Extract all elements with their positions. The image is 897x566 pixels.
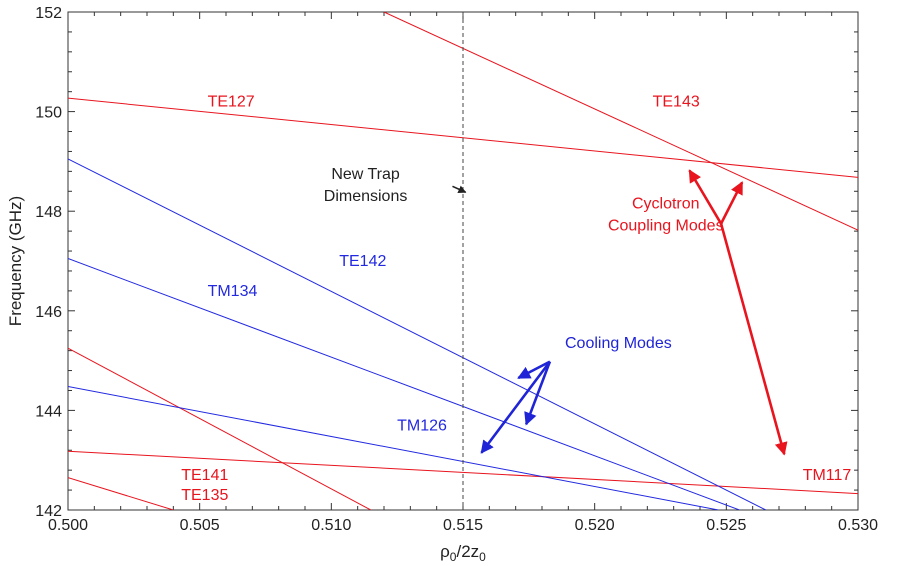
y-axis-title: Frequency (GHz): [6, 196, 25, 326]
annotation-new-trap-arrow-1: [452, 185, 467, 194]
y-tick-label: 148: [35, 204, 62, 221]
series-lines: [68, 12, 858, 510]
series-line-te143: [383, 12, 858, 231]
series-label-te143: TE143: [653, 94, 700, 111]
axis-tick-labels: 0.500 0.505 0.510 0.515 0.520 0.525 0.530 142 14…: [35, 5, 878, 534]
annotation-cooling-text: Cooling Modes: [565, 335, 672, 352]
y-tick-label: 152: [35, 5, 62, 22]
series-line-te142: [68, 158, 767, 510]
series-line-tm134: [68, 258, 740, 510]
annotations: New Trap Dimensions Cyclotron Coupling Mode…: [324, 166, 788, 456]
annotation-cyclotron-line: Coupling Modes: [608, 218, 724, 235]
annotation-new-trap-text: New Trap Dimensions: [324, 166, 408, 205]
annotation-new-trap-line: Dimensions: [324, 188, 408, 205]
series-label-te135: TE135: [181, 487, 228, 504]
series-label-te142: TE142: [339, 253, 386, 270]
annotation-cooling-line: Cooling Modes: [565, 335, 672, 352]
annotation-cooling: Cooling Modes: [480, 335, 672, 454]
annotation-new-trap: New Trap Dimensions: [324, 166, 467, 205]
annotation-cyclotron-arrow-2: [719, 181, 744, 225]
x-axis-title-sub2: 0: [479, 550, 486, 564]
annotation-cyclotron-text: Cyclotron Coupling Modes: [608, 196, 724, 235]
x-tick-label: 0.525: [706, 517, 746, 534]
series-line-te127: [68, 97, 858, 178]
series-line-te141: [68, 347, 372, 510]
series-label-tm126: TM126: [397, 417, 447, 434]
x-tick-label: 0.515: [443, 517, 483, 534]
y-tick-label: 146: [35, 304, 62, 321]
x-tick-label: 0.505: [180, 517, 220, 534]
axis-ticks: [67, 11, 859, 511]
annotation-cooling-arrow-2: [517, 360, 551, 380]
y-tick-label: 142: [35, 503, 62, 520]
x-axis-title-mid: /2z: [456, 542, 479, 561]
annotation-cyclotron-line: Cyclotron: [632, 196, 700, 213]
annotation-cyclotron-arrow-1: [688, 169, 723, 225]
series-labels: TE127 TE143 TE141 TE135 TM117 TE142 TM134 TM126: [181, 94, 851, 504]
annotation-cyclotron-arrow-3: [719, 223, 788, 456]
x-tick-label: 0.520: [575, 517, 615, 534]
series-line-tm126: [68, 386, 719, 510]
x-axis-title: ρ0/2z0: [440, 542, 486, 564]
y-tick-label: 144: [35, 403, 62, 420]
x-axis-title-sub1: 0: [450, 550, 457, 564]
annotation-new-trap-line: New Trap: [331, 166, 400, 183]
x-axis-title-rho: ρ: [440, 542, 450, 561]
annotation-cooling-arrow-3: [524, 361, 552, 426]
series-label-te127: TE127: [208, 94, 255, 111]
x-tick-label: 0.500: [48, 517, 88, 534]
y-tick-label: 150: [35, 105, 62, 122]
series-label-tm117: TM117: [803, 467, 852, 484]
annotation-cooling-arrow-1: [480, 360, 551, 454]
series-line-te135: [68, 477, 174, 510]
series-label-te141: TE141: [181, 467, 228, 484]
annotation-cyclotron: Cyclotron Coupling Modes: [608, 169, 788, 456]
x-tick-label: 0.510: [311, 517, 351, 534]
series-label-tm134: TM134: [208, 283, 258, 300]
x-tick-label: 0.530: [838, 517, 878, 534]
series-line-tm117: [68, 450, 858, 495]
